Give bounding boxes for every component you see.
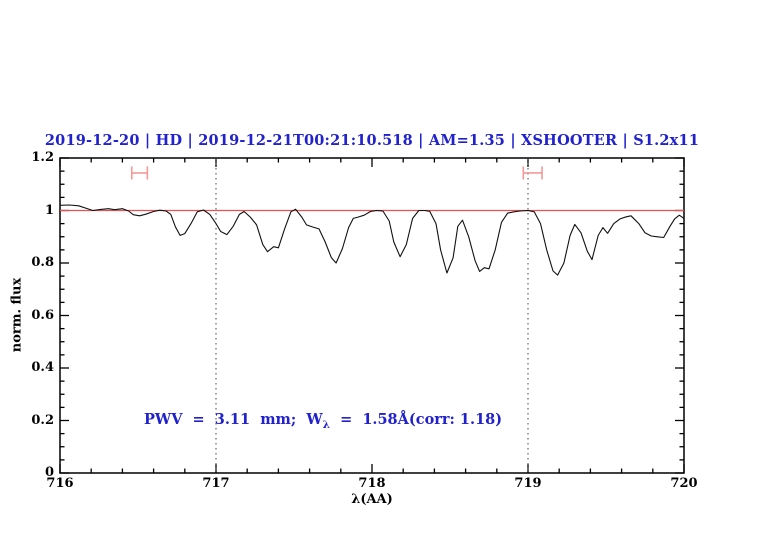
y-tick-label: 0.6	[31, 307, 54, 323]
x-axis-label: λ(AA)	[351, 492, 393, 507]
x-tick-label: 716	[46, 476, 74, 491]
y-tick-label: 0.4	[31, 360, 54, 376]
pwv-annotation-pre: PWV = 3.11 mm; W	[144, 411, 323, 428]
pwv-annotation-post: = 1.58Å(corr: 1.18)	[329, 411, 503, 428]
pwv-annotation: PWV = 3.11 mm; Wλ = 1.58Å(corr: 1.18)	[144, 411, 502, 431]
y-tick-label: 1.2	[31, 150, 54, 166]
pwv-annotation-lambda-subscript: λ	[322, 419, 330, 431]
x-tick-label: 720	[670, 476, 698, 491]
y-tick-label: 0.2	[31, 412, 54, 428]
y-tick-label: 0	[44, 465, 54, 481]
y-tick-label: 0.8	[31, 255, 54, 271]
plot-title: 2019-12-20 | HD | 2019-12-21T00:21:10.51…	[44, 132, 700, 149]
x-tick-label: 718	[358, 476, 386, 491]
x-tick-label: 717	[202, 476, 230, 491]
x-tick-label: 719	[514, 476, 542, 491]
y-tick-label: 1	[44, 202, 54, 218]
